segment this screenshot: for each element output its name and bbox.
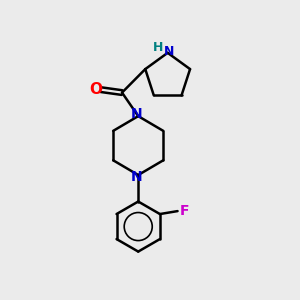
Text: N: N bbox=[131, 107, 142, 121]
Text: O: O bbox=[89, 82, 102, 97]
Text: N: N bbox=[131, 170, 142, 184]
Text: F: F bbox=[179, 203, 189, 218]
Text: H: H bbox=[153, 41, 164, 54]
Text: N: N bbox=[164, 45, 174, 58]
